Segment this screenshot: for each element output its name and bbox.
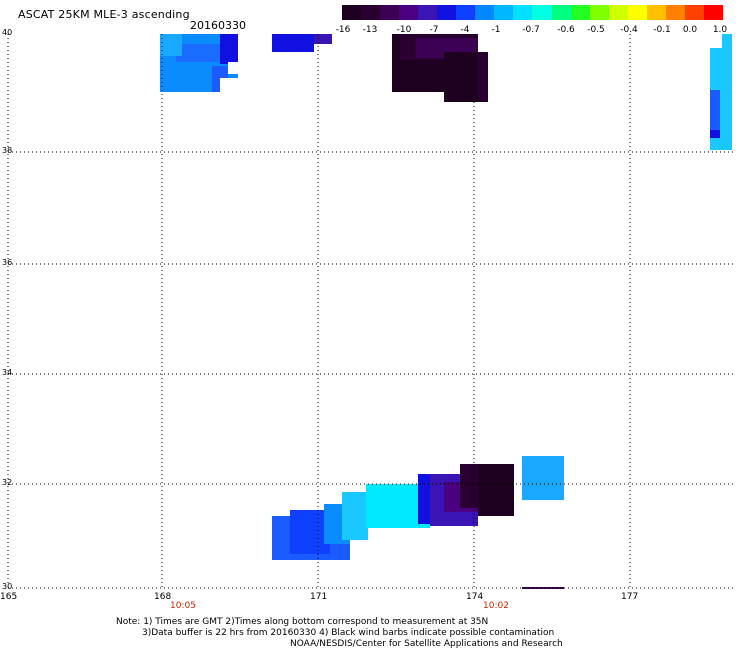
color-scale-label: 0.0 [682,25,698,35]
lat-lon-grid [8,34,736,588]
color-scale-segment [589,5,609,20]
color-scale-segment [646,5,666,20]
color-scale-segment [475,5,495,20]
lon-label: 165 [0,592,18,602]
color-scale-label: -10 [396,25,412,35]
color-scale-bar [342,5,723,20]
lat-label: 34 [2,368,13,377]
color-scale-label: -0.6 [557,25,575,35]
swath-north-east [710,34,732,150]
lon-label: 168 [154,592,172,602]
footnote-credit: NOAA/NESDIS/Center for Satellite Applica… [290,639,563,649]
color-scale-label: -16 [335,25,351,35]
color-scale-segment [608,5,628,20]
lat-label: 30 [2,582,13,591]
color-scale-label: -0.4 [620,25,638,35]
color-scale-segment [532,5,552,20]
color-scale-segment [551,5,571,20]
color-scale-segment [494,5,514,20]
color-scale-segment [399,5,419,20]
color-scale-label: 1.0 [712,25,728,35]
color-scale-label: -13 [362,25,378,35]
footnote-line-1: Note: 1) Times are GMT 2)Times along bot… [116,617,489,627]
color-scale-segment [437,5,457,20]
map-frame [7,34,736,589]
color-scale-segment [456,5,476,20]
swath-south [272,456,564,589]
color-scale-segment [513,5,533,20]
color-scale-label: -7 [429,25,439,35]
lat-label: 36 [2,258,13,267]
color-scale-segment [703,5,723,20]
color-scale-label: -4 [460,25,470,35]
time-label: 10:05 [170,601,196,611]
map-date: 20160330 [190,19,246,32]
color-scale-segment [627,5,647,20]
color-scale-segment [380,5,400,20]
color-scale-labels: -16 -13 -10 -7 -4 -1 -0.7 -0.6 -0.5 -0.4… [330,25,740,39]
lat-label: 32 [2,478,13,487]
footnote-line-2: 3)Data buffer is 22 hrs from 20160330 4)… [142,628,555,638]
map-title: ASCAT 25KM MLE-3 ascending [18,8,190,21]
color-scale-segment [418,5,438,20]
color-scale-label: -0.1 [653,25,671,35]
lat-label: 38 [2,146,13,155]
color-scale-label: -0.5 [587,25,605,35]
lon-label: 177 [621,592,639,602]
lon-label: 174 [466,592,484,602]
time-label: 10:02 [483,601,509,611]
color-scale-label: -1 [491,25,501,35]
color-scale-segment [684,5,704,20]
swath-north-west [160,34,332,92]
color-scale-segment [361,5,381,20]
color-scale-segment [570,5,590,20]
color-scale-segment [342,5,362,20]
swath-north-center [392,34,488,102]
color-scale-segment [665,5,685,20]
lon-label: 171 [310,592,328,602]
color-scale-label: -0.7 [522,25,540,35]
lat-label: 40 [2,28,13,37]
